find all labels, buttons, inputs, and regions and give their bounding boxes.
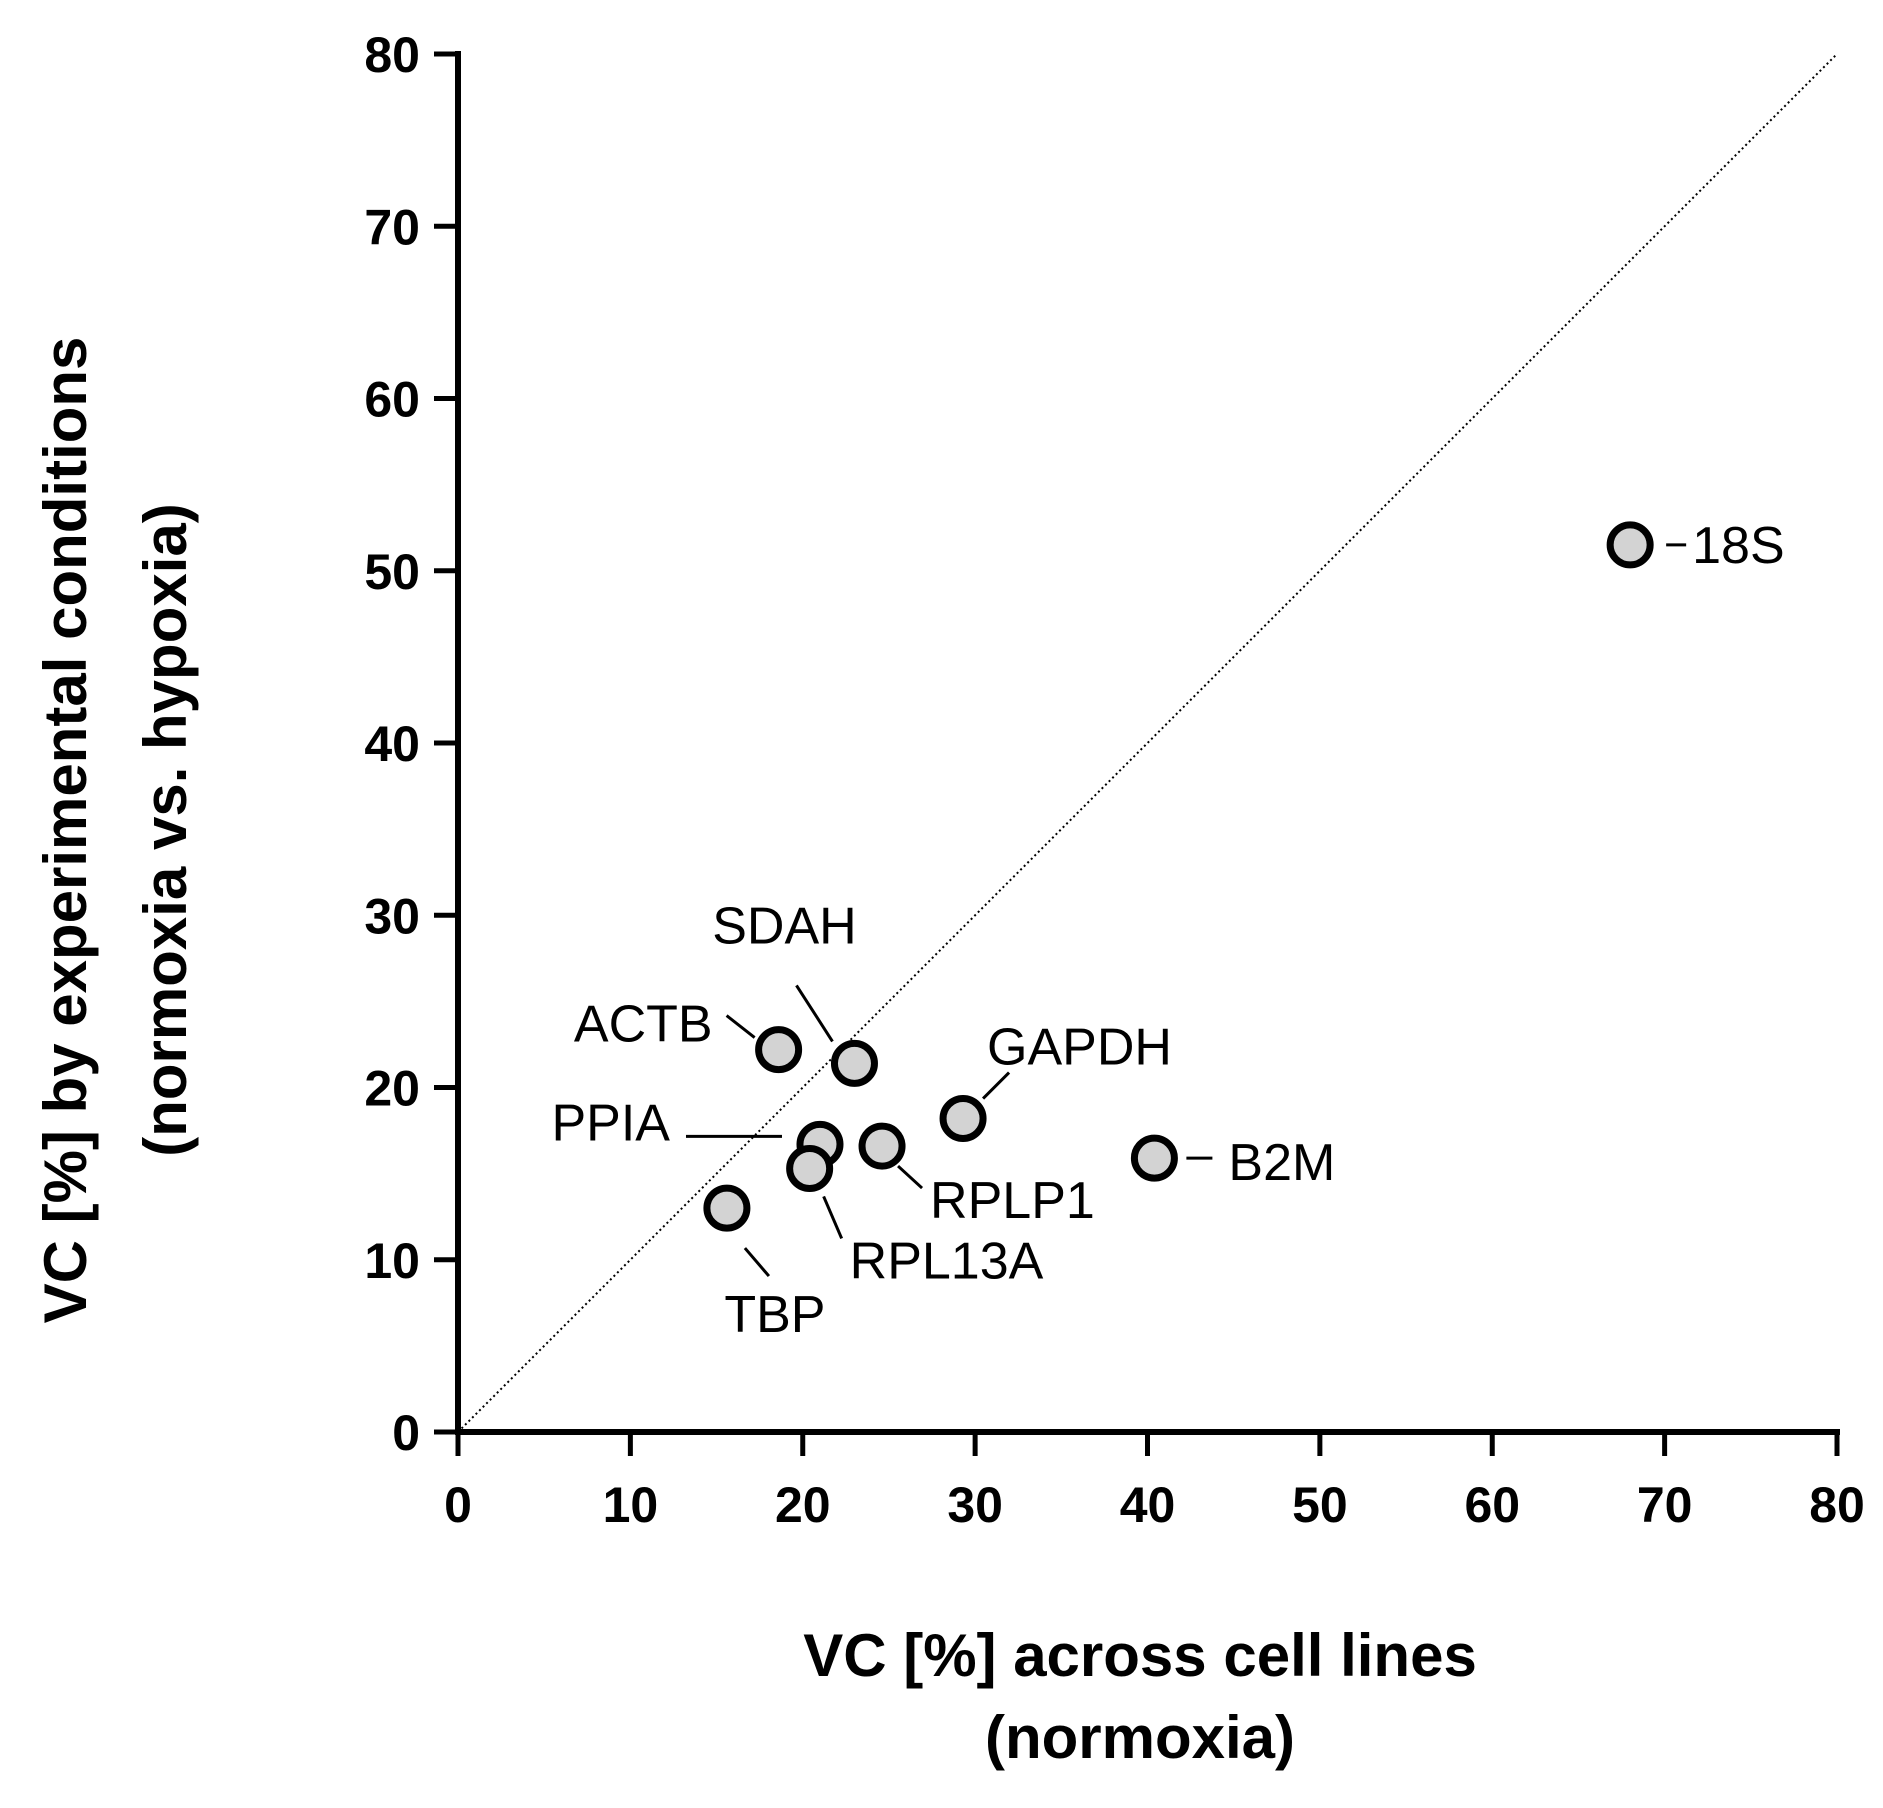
leader-line-sdah (795, 984, 834, 1043)
point-label-rpl13a: RPL13A (850, 1232, 1044, 1290)
identity-line (457, 53, 1838, 1433)
y-tick-label-40: 40 (364, 716, 420, 772)
leader-line-actb (725, 1014, 756, 1039)
y-tick-label-50: 50 (364, 544, 420, 600)
x-tick-label-60: 60 (1464, 1477, 1520, 1533)
point-b2m (1130, 1134, 1178, 1182)
x-tick-label-40: 40 (1120, 1477, 1176, 1533)
data-points (703, 521, 1654, 1232)
point-label-sdah: SDAH (712, 897, 856, 955)
x-tick-label-20: 20 (775, 1477, 831, 1533)
axis-titles: VC [%] across cell lines (normoxia) VC [… (32, 337, 1477, 1771)
identity-reference-line-layer (457, 53, 1838, 1433)
y-axis-title-line-1: VC [%] by experimental conditions (32, 337, 99, 1324)
point-rpl13a (786, 1144, 834, 1192)
point-label-rplp1: RPLP1 (930, 1172, 1095, 1230)
point-label-gapdh: GAPDH (987, 1019, 1172, 1077)
point-18s (1606, 521, 1654, 569)
point-actb (755, 1026, 803, 1074)
x-tick-label-70: 70 (1637, 1477, 1693, 1533)
leader-line-rplp1 (897, 1164, 924, 1190)
y-tick-label-60: 60 (364, 372, 420, 428)
x-axis-title-line-2: (normoxia) (985, 1704, 1295, 1771)
y-tick-label-70: 70 (364, 199, 420, 255)
y-axis-title-line-2: (normoxia vs. hypoxia) (132, 503, 199, 1157)
leader-lines (685, 543, 1687, 1278)
point-label-actb: ACTB (574, 996, 713, 1054)
axes: 0 10 20 30 40 50 60 70 80 0 10 20 30 40 50 60 70 80 (364, 27, 1864, 1533)
point-label-ppia: PPIA (551, 1094, 670, 1152)
y-tick-label-20: 20 (364, 1061, 420, 1117)
x-tick-label-50: 50 (1292, 1477, 1348, 1533)
leader-line-tbp (743, 1247, 771, 1278)
point-label-b2m: B2M (1228, 1134, 1335, 1192)
y-tick-label-10: 10 (364, 1233, 420, 1289)
x-tick-label-30: 30 (947, 1477, 1003, 1533)
x-tick-label-0: 0 (444, 1477, 472, 1533)
x-tick-label-80: 80 (1809, 1477, 1865, 1533)
point-labels: 18S ACTB SDAH GAPDH PPIA RPLP1 B2M RPL13A TBP (551, 517, 1784, 1344)
x-tick-label-10: 10 (603, 1477, 659, 1533)
leader-line-rpl13a (822, 1195, 844, 1240)
point-tbp (703, 1184, 751, 1232)
x-axis-title-line-1: VC [%] across cell lines (803, 1622, 1477, 1689)
point-gapdh (939, 1095, 987, 1143)
y-tick-label-80: 80 (364, 27, 420, 83)
point-label-18s: 18S (1692, 517, 1785, 575)
point-rplp1 (858, 1122, 906, 1170)
point-sdah (830, 1039, 878, 1087)
point-label-tbp: TBP (724, 1286, 825, 1344)
leader-line-gapdh (981, 1071, 1011, 1100)
y-tick-label-30: 30 (364, 888, 420, 944)
y-tick-label-0: 0 (392, 1405, 420, 1461)
